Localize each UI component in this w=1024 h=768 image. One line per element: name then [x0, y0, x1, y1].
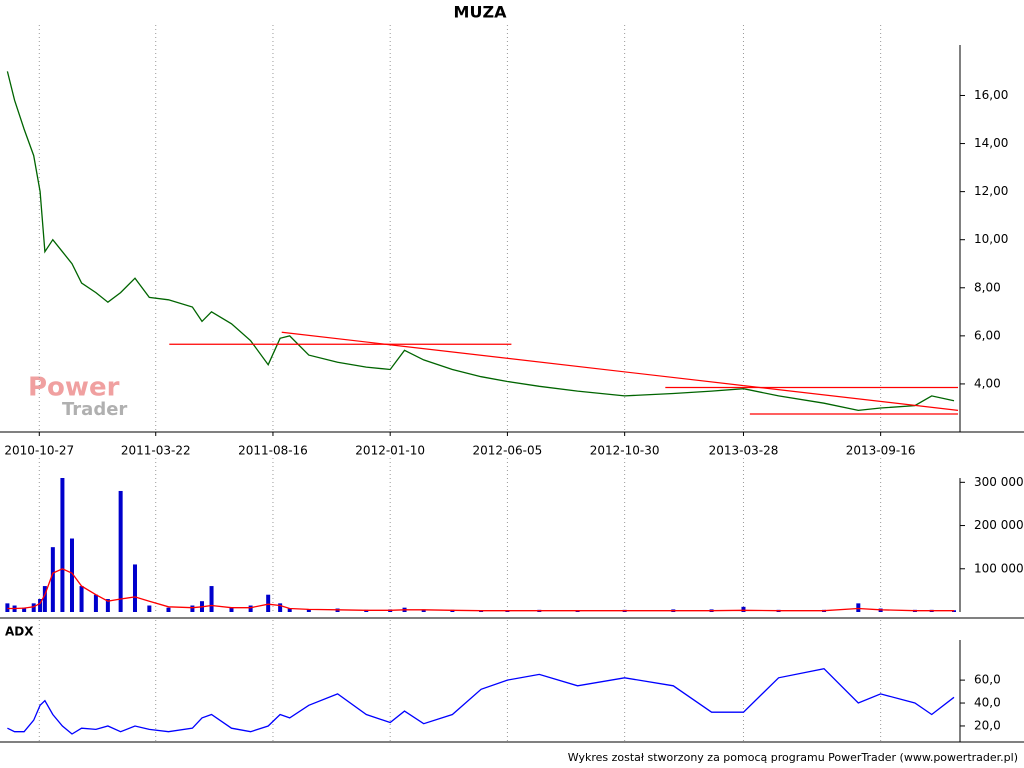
watermark: Trader: [62, 399, 127, 420]
y-tick-label: 4,00: [974, 376, 1001, 390]
volume-bar: [22, 607, 27, 612]
x-tick-label: 2012-10-30: [590, 444, 660, 458]
y-tick-label: 40,0: [974, 696, 1001, 710]
y-tick-label: 12,00: [974, 184, 1008, 198]
volume-bar: [93, 594, 98, 612]
volume-bar: [60, 478, 65, 612]
y-tick-label: 200 000: [974, 518, 1024, 532]
trend-line: [281, 331, 959, 411]
panel-title: ADX: [5, 625, 34, 639]
volume-bar: [248, 605, 253, 612]
volume-bar: [118, 490, 123, 612]
y-tick-label: 300 000: [974, 475, 1024, 489]
y-tick-label: 20,0: [974, 718, 1001, 732]
watermark: Power: [28, 373, 120, 403]
y-tick-label: 100 000: [974, 561, 1024, 575]
volume-bar: [5, 603, 10, 612]
y-tick-label: 10,00: [974, 232, 1008, 246]
volume-bar: [306, 609, 311, 612]
volume-bar: [50, 547, 55, 612]
volume-bar: [190, 605, 195, 612]
volume-bar: [42, 586, 47, 612]
volume-bar: [741, 606, 746, 612]
x-tick-label: 2013-09-16: [846, 444, 916, 458]
data-line: [6, 71, 955, 412]
volume-bar: [69, 538, 74, 612]
x-tick-label: 2011-03-22: [121, 444, 191, 458]
volume-bar: [105, 599, 110, 612]
data-line: [7, 667, 955, 735]
y-tick-label: 60,0: [974, 673, 1001, 687]
volume-bar: [287, 608, 292, 612]
y-tick-label: 16,00: [974, 88, 1008, 102]
volume-bar: [209, 586, 214, 612]
volume-bar: [147, 605, 152, 612]
y-tick-label: 6,00: [974, 328, 1001, 342]
volume-bar: [952, 610, 957, 612]
volume-bar: [421, 609, 426, 612]
x-tick-label: 2010-10-27: [4, 444, 74, 458]
volume-bar: [856, 603, 861, 612]
volume-bar: [38, 599, 43, 612]
y-tick-label: 8,00: [974, 280, 1001, 294]
x-tick-label: 2013-03-28: [709, 444, 779, 458]
data-line: [7, 568, 954, 612]
chart-title: MUZA: [454, 3, 508, 22]
volume-bar: [266, 594, 271, 612]
volume-bar: [229, 607, 234, 612]
volume-bar: [166, 607, 171, 612]
volume-bar: [278, 603, 283, 612]
x-tick-label: 2012-06-05: [473, 444, 543, 458]
y-tick-label: 14,00: [974, 136, 1008, 150]
volume-bar: [79, 586, 84, 612]
volume-bar: [132, 564, 137, 612]
x-tick-label: 2011-08-16: [238, 444, 308, 458]
footer: Wykres został stworzony za pomocą progra…: [568, 751, 1018, 764]
volume-bar: [31, 603, 36, 612]
x-tick-label: 2012-01-10: [355, 444, 425, 458]
